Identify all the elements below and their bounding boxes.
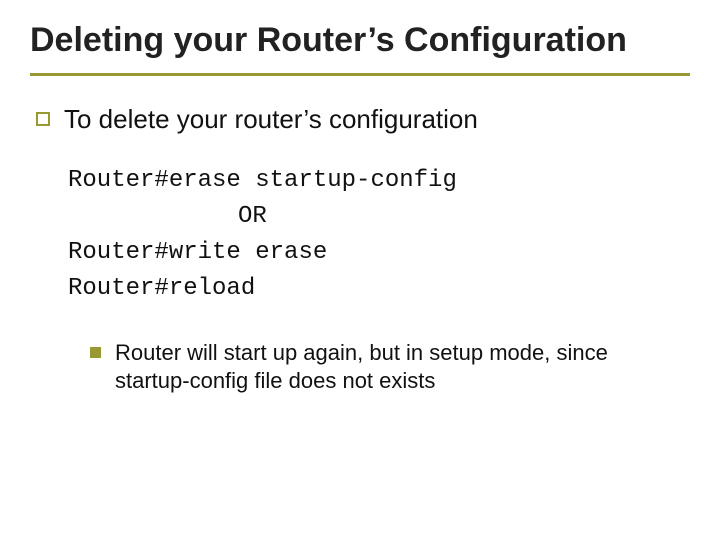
slide-title: Deleting your Router’s Configuration [30,20,690,76]
filled-square-bullet-icon [90,347,101,358]
main-bullet-text: To delete your router’s configuration [64,104,478,135]
square-bullet-icon [36,112,50,126]
main-bullet: To delete your router’s configuration [36,104,690,135]
sub-bullet: Router will start up again, but in setup… [90,339,690,396]
sub-bullet-text: Router will start up again, but in setup… [115,339,675,396]
code-line-1: Router#erase startup-config [68,163,690,199]
code-line-3: Router#reload [68,271,690,307]
slide: Deleting your Router’s Configuration To … [0,0,720,540]
code-line-2: Router#write erase [68,235,690,271]
code-or: OR [238,199,267,235]
code-block: Router#erase startup-config OR Router#wr… [68,163,690,307]
